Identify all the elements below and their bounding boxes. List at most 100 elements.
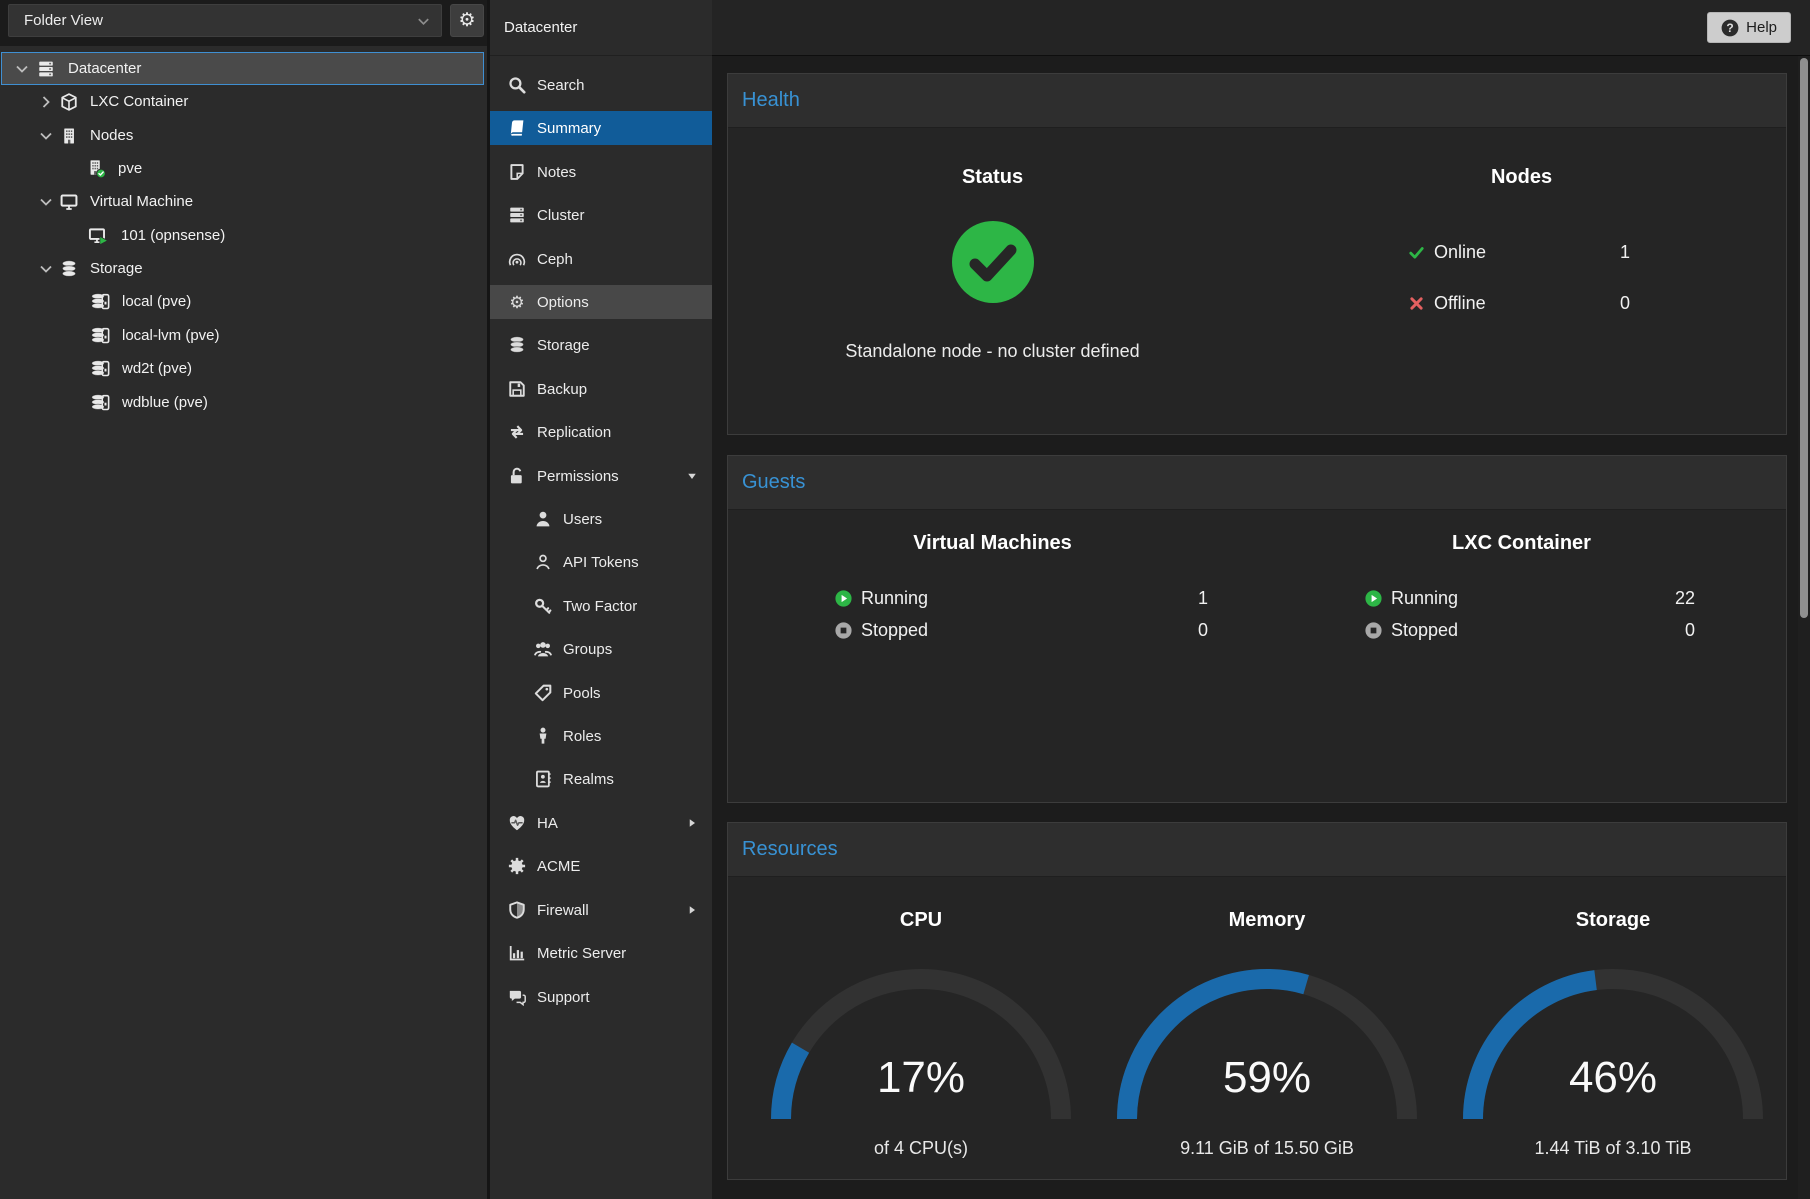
tree-item-datacenter[interactable]: Datacenter <box>1 52 484 85</box>
guests-title: Guests <box>742 471 805 494</box>
resources-panel-header: Resources <box>728 823 1786 877</box>
tree-item-virtual-machine[interactable]: Virtual Machine <box>0 185 487 218</box>
menu-item-support[interactable]: Support <box>490 980 712 1014</box>
key-icon <box>534 597 552 615</box>
storage-percent: 46% <box>1440 1049 1786 1107</box>
menu-item-notes[interactable]: Notes <box>490 155 712 189</box>
menu-item-roles[interactable]: Roles <box>490 719 712 753</box>
memory-heading: Memory <box>1094 906 1440 934</box>
menu-item-api-tokens[interactable]: API Tokens <box>490 545 712 579</box>
scrollbar-track[interactable] <box>1798 56 1810 1199</box>
cpu-heading: CPU <box>748 906 1094 934</box>
menu-item-summary[interactable]: Summary <box>490 111 712 145</box>
menu-item-realms[interactable]: Realms <box>490 762 712 796</box>
tree-settings-button[interactable]: ⚙ <box>450 4 484 37</box>
content-topbar: Help <box>712 0 1810 56</box>
gear-icon: ⚙ <box>458 11 475 30</box>
database-icon <box>508 336 526 354</box>
ceph-icon <box>508 250 526 268</box>
health-title: Health <box>742 89 800 112</box>
content-area: Help Health Status Standalone node - no … <box>712 0 1810 1199</box>
health-panel-header: Health <box>728 74 1786 128</box>
menu-item-users[interactable]: Users <box>490 502 712 536</box>
gear-icon: ⚙ <box>508 294 526 311</box>
menu-item-cluster[interactable]: Cluster <box>490 198 712 232</box>
menu-item-storage[interactable]: Storage <box>490 328 712 362</box>
menu-item-firewall[interactable]: Firewall <box>490 893 712 927</box>
menu-item-replication[interactable]: Replication <box>490 415 712 449</box>
tree-item-storage-wd2t[interactable]: wd2t (pve) <box>0 352 487 385</box>
sync-arrows-icon <box>508 423 526 441</box>
menu-item-backup[interactable]: Backup <box>490 372 712 406</box>
menu-item-metric-server[interactable]: Metric Server <box>490 936 712 970</box>
nodes-offline-row: Offline 0 <box>1408 288 1630 318</box>
user-outline-icon <box>534 553 552 571</box>
scrollbar-thumb[interactable] <box>1800 58 1808 618</box>
check-icon <box>1408 244 1425 261</box>
vm-stopped-count: 0 <box>1198 620 1208 641</box>
bar-chart-icon <box>508 944 526 962</box>
lxc-running-count: 22 <box>1675 588 1695 609</box>
guests-panel: Guests Virtual Machines Running 1 Stoppe… <box>727 455 1787 803</box>
health-status-column: Status Standalone node - no cluster defi… <box>728 128 1257 434</box>
proxmox-app: Folder View ⚙ Datacenter LXC Container <box>0 0 1810 1199</box>
badge-icon <box>508 857 526 875</box>
status-heading: Status <box>728 163 1257 191</box>
play-circle-icon <box>835 590 852 607</box>
vm-stopped-row: Stopped 0 <box>835 615 1208 645</box>
node-online-icon <box>84 159 108 178</box>
lxc-running-row: Running 22 <box>1365 583 1695 613</box>
guests-panel-header: Guests <box>728 456 1786 510</box>
menu-item-search[interactable]: Search <box>490 68 712 102</box>
cross-icon <box>1408 295 1425 312</box>
heartbeat-icon <box>508 814 526 832</box>
vm-running-count: 1 <box>1198 588 1208 609</box>
health-panel: Health Status Standalone node - no clust… <box>727 73 1787 435</box>
menu-item-two-factor[interactable]: Two Factor <box>490 589 712 623</box>
storage-detail: 1.44 TiB of 3.10 TiB <box>1440 1136 1786 1160</box>
stop-circle-icon <box>1365 622 1382 639</box>
unlock-icon <box>508 467 526 485</box>
menu-item-ha[interactable]: HA <box>490 806 712 840</box>
tree-item-pve[interactable]: pve <box>0 152 487 185</box>
nodes-online-row: Online 1 <box>1408 237 1630 267</box>
menu-item-acme[interactable]: ACME <box>490 849 712 883</box>
storage-gauge: Storage 46% 1.44 TiB of 3.10 TiB <box>1440 877 1786 1179</box>
user-icon <box>534 510 552 528</box>
vm-running-icon <box>84 227 111 245</box>
tree-item-storage-wdblue[interactable]: wdblue (pve) <box>0 386 487 419</box>
menu-item-groups[interactable]: Groups <box>490 632 712 666</box>
help-button[interactable]: Help <box>1707 12 1791 43</box>
chevron-down-icon[interactable] <box>38 261 54 277</box>
lxc-stopped-row: Stopped 0 <box>1365 615 1695 645</box>
status-message: Standalone node - no cluster defined <box>728 337 1257 365</box>
server-stack-icon <box>508 206 526 224</box>
tree-item-vm-101[interactable]: 101 (opnsense) <box>0 219 487 252</box>
storage-drive-icon <box>84 327 112 344</box>
resources-panel: Resources CPU 17% of 4 CPU(s) Memory <box>727 822 1787 1180</box>
container-cube-icon <box>58 93 80 111</box>
tag-icon <box>534 684 552 702</box>
menu-item-permissions[interactable]: Permissions <box>490 459 712 493</box>
tree-item-storage-local-lvm[interactable]: local-lvm (pve) <box>0 319 487 352</box>
tree-item-storage[interactable]: Storage <box>0 252 487 285</box>
status-ok-icon <box>951 220 1035 304</box>
menu-item-ceph[interactable]: Ceph <box>490 242 712 276</box>
chevron-down-icon <box>686 470 698 482</box>
chevron-right-icon[interactable] <box>38 94 54 110</box>
database-icon <box>58 260 80 278</box>
tree-item-nodes[interactable]: Nodes <box>0 119 487 152</box>
storage-heading: Storage <box>1440 906 1786 934</box>
view-mode-label: Folder View <box>9 12 103 29</box>
comments-icon <box>508 988 526 1006</box>
vm-running-row: Running 1 <box>835 583 1208 613</box>
vm-heading: Virtual Machines <box>728 529 1257 557</box>
view-mode-dropdown[interactable]: Folder View <box>8 4 442 37</box>
chevron-down-icon[interactable] <box>38 128 54 144</box>
menu-item-options[interactable]: ⚙ Options <box>490 285 712 319</box>
tree-item-lxc-container[interactable]: LXC Container <box>0 85 487 118</box>
tree-item-storage-local[interactable]: local (pve) <box>0 285 487 318</box>
menu-item-pools[interactable]: Pools <box>490 676 712 710</box>
chevron-down-icon[interactable] <box>38 194 54 210</box>
chevron-down-icon[interactable] <box>14 61 30 77</box>
